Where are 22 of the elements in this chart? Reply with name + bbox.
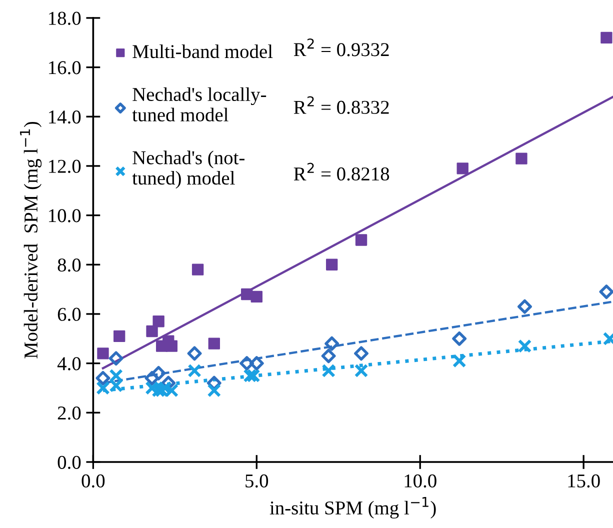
annotation: R$^{2}$ = 0.8218 [294, 162, 390, 181]
annotation: R$^{2}$ = 0.8332 [294, 96, 389, 114]
y-tick-label: 6.0 [58, 308, 81, 322]
legend-label: Nechad's locally- tuned model [132, 87, 266, 122]
annotation: R$^{2}$ = 0.9332 [294, 38, 389, 56]
y-axis-title: Model-derived SPM (mg l$^{−1}$) [20, 122, 42, 358]
y-tick-label: 18.0 [49, 12, 81, 25]
y-tick-label: 8.0 [58, 258, 81, 272]
x-tick-label: 15.0 [568, 474, 600, 488]
x-tick-label: 5.0 [246, 474, 268, 488]
legend-label: Nechad's (not- tuned) model [132, 150, 244, 189]
x-axis-title: in-situ SPM (mg l$^{−1}$) [270, 496, 436, 519]
y-tick-label: 0.0 [58, 456, 81, 470]
x-tick-label: 0.0 [82, 474, 105, 488]
y-tick-label: 16.0 [49, 61, 81, 74]
y-tick-label: 12.0 [49, 160, 81, 173]
y-tick-label: 10.0 [49, 209, 81, 222]
x-tick-label: 10.0 [404, 474, 436, 488]
y-tick-label: 2.0 [58, 406, 81, 420]
y-tick-label: 14.0 [49, 110, 81, 124]
y-tick-label: 4.0 [57, 357, 81, 370]
legend-label: Multi-band model [132, 44, 273, 58]
